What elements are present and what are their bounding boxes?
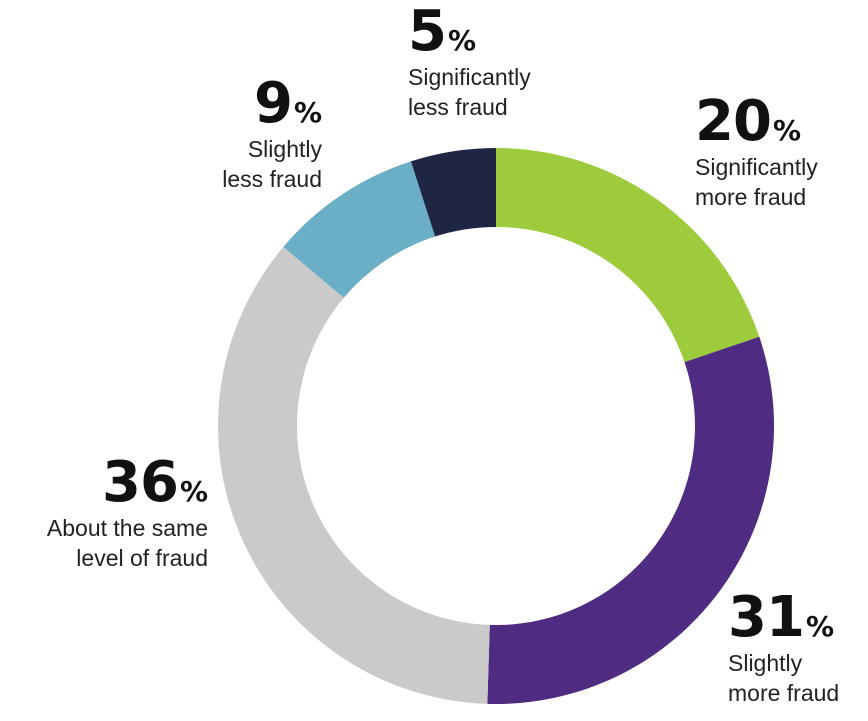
value-label: 20: [695, 89, 772, 154]
desc-line-1: Slightly: [247, 136, 322, 162]
unit-label: %: [447, 24, 477, 57]
desc-line-1: Significantly: [695, 154, 818, 180]
desc-line-2: more fraud: [728, 680, 840, 706]
slice-label-slightly-less: 9% Slightly less fraud: [150, 76, 322, 194]
slice-label-about-the-same: 36% About the same level of fraud: [0, 455, 208, 573]
unit-label: %: [805, 610, 834, 643]
desc-line-1: Slightly: [728, 650, 803, 676]
donut-slice-about-the-same: [218, 246, 490, 704]
value-label: 5: [408, 0, 447, 64]
slice-label-slightly-more: 31% Slightly more fraud: [728, 590, 868, 708]
desc-line-2: more fraud: [695, 184, 807, 210]
slice-label-significantly-more: 20% Significantly more fraud: [695, 94, 865, 212]
desc-line-2: level of fraud: [76, 545, 208, 571]
donut-slice-slightly-more: [487, 336, 774, 705]
desc-line-1: Significantly: [408, 64, 531, 90]
donut-slice-slightly-less: [283, 161, 436, 298]
value-label: 31: [728, 585, 805, 650]
unit-label: %: [772, 114, 801, 147]
value-label: 9: [253, 71, 293, 136]
value-label: 36: [102, 450, 179, 515]
unit-label: %: [293, 96, 322, 129]
desc-line-1: About the same: [46, 515, 208, 541]
desc-line-2: less fraud: [222, 166, 322, 192]
donut-slice-significantly-less: [410, 148, 496, 237]
unit-label: %: [179, 475, 208, 508]
slice-label-significantly-less: 5% Significantly less fraud: [408, 4, 608, 122]
donut-slice-significantly-more: [496, 148, 760, 363]
desc-line-2: less fraud: [408, 94, 508, 120]
